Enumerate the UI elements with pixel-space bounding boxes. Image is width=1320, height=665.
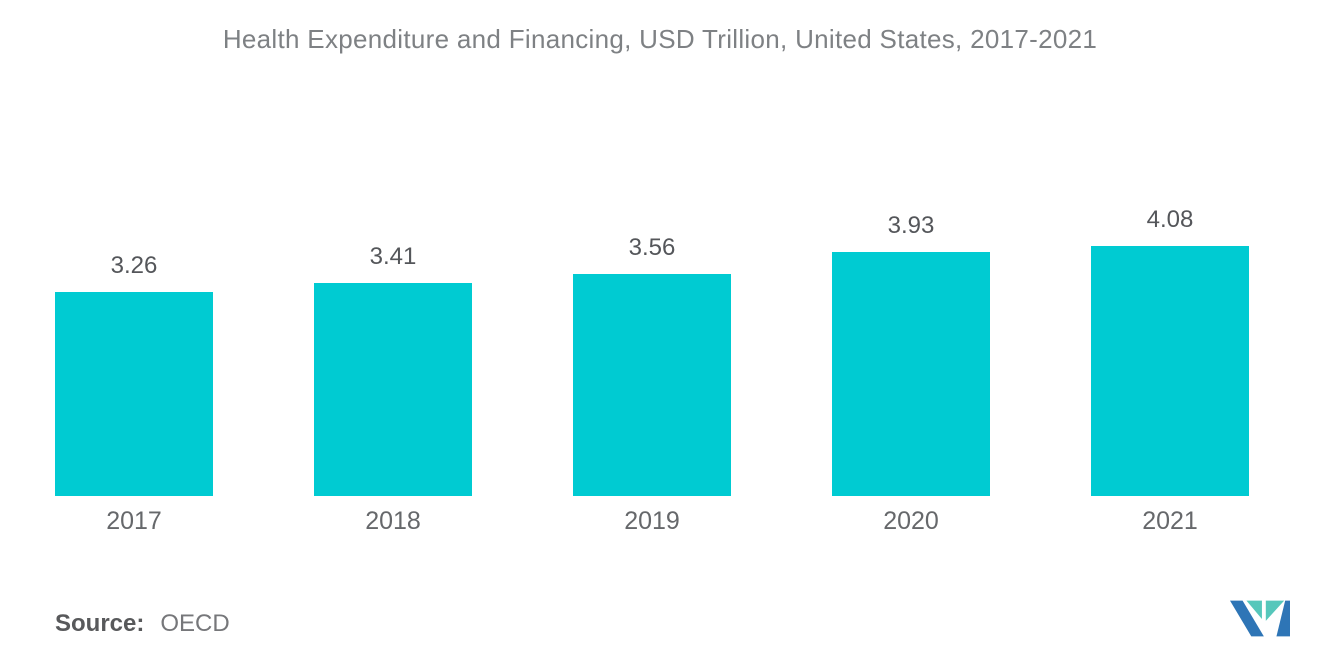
bar-2021 [1091,246,1249,496]
bar-chart: 3.26 2017 3.41 2018 3.56 2019 3.93 2020 4.08 2021 [55,206,1249,536]
bar-column-2020: 3.93 2020 [832,206,990,536]
bar-2017 [55,292,213,496]
bar-column-2021: 4.08 2021 [1091,206,1249,536]
bar-column-2017: 3.26 2017 [55,206,213,536]
bar-value-label: 4.08 [1146,206,1194,233]
bar-2020 [832,252,990,496]
bar-2018 [314,283,472,496]
source-line: Source: OECD [55,610,230,638]
bar-2019 [573,274,731,496]
source-value: OECD [160,610,230,637]
bar-value-label: 3.56 [628,234,676,262]
bar-year-label: 2021 [1142,507,1198,535]
mordor-intelligence-logo [1230,600,1290,637]
bar-column-2019: 3.56 2019 [573,206,731,536]
chart-title: Health Expenditure and Financing, USD Tr… [222,24,1098,54]
bar-value-label: 3.93 [887,212,935,240]
bar-year-label: 2018 [365,507,421,535]
bar-value-label: 3.26 [110,252,158,280]
bar-column-2018: 3.41 2018 [314,206,472,536]
logo-left-stripe [1230,600,1264,637]
bar-value-label: 3.41 [369,243,417,271]
bar-year-label: 2019 [624,507,680,535]
logo-left-triangle [1246,600,1262,619]
logo-right-stripe [1276,600,1290,637]
bar-year-label: 2020 [883,507,939,535]
source-label: Source: [55,610,145,637]
bar-year-label: 2017 [106,507,162,535]
